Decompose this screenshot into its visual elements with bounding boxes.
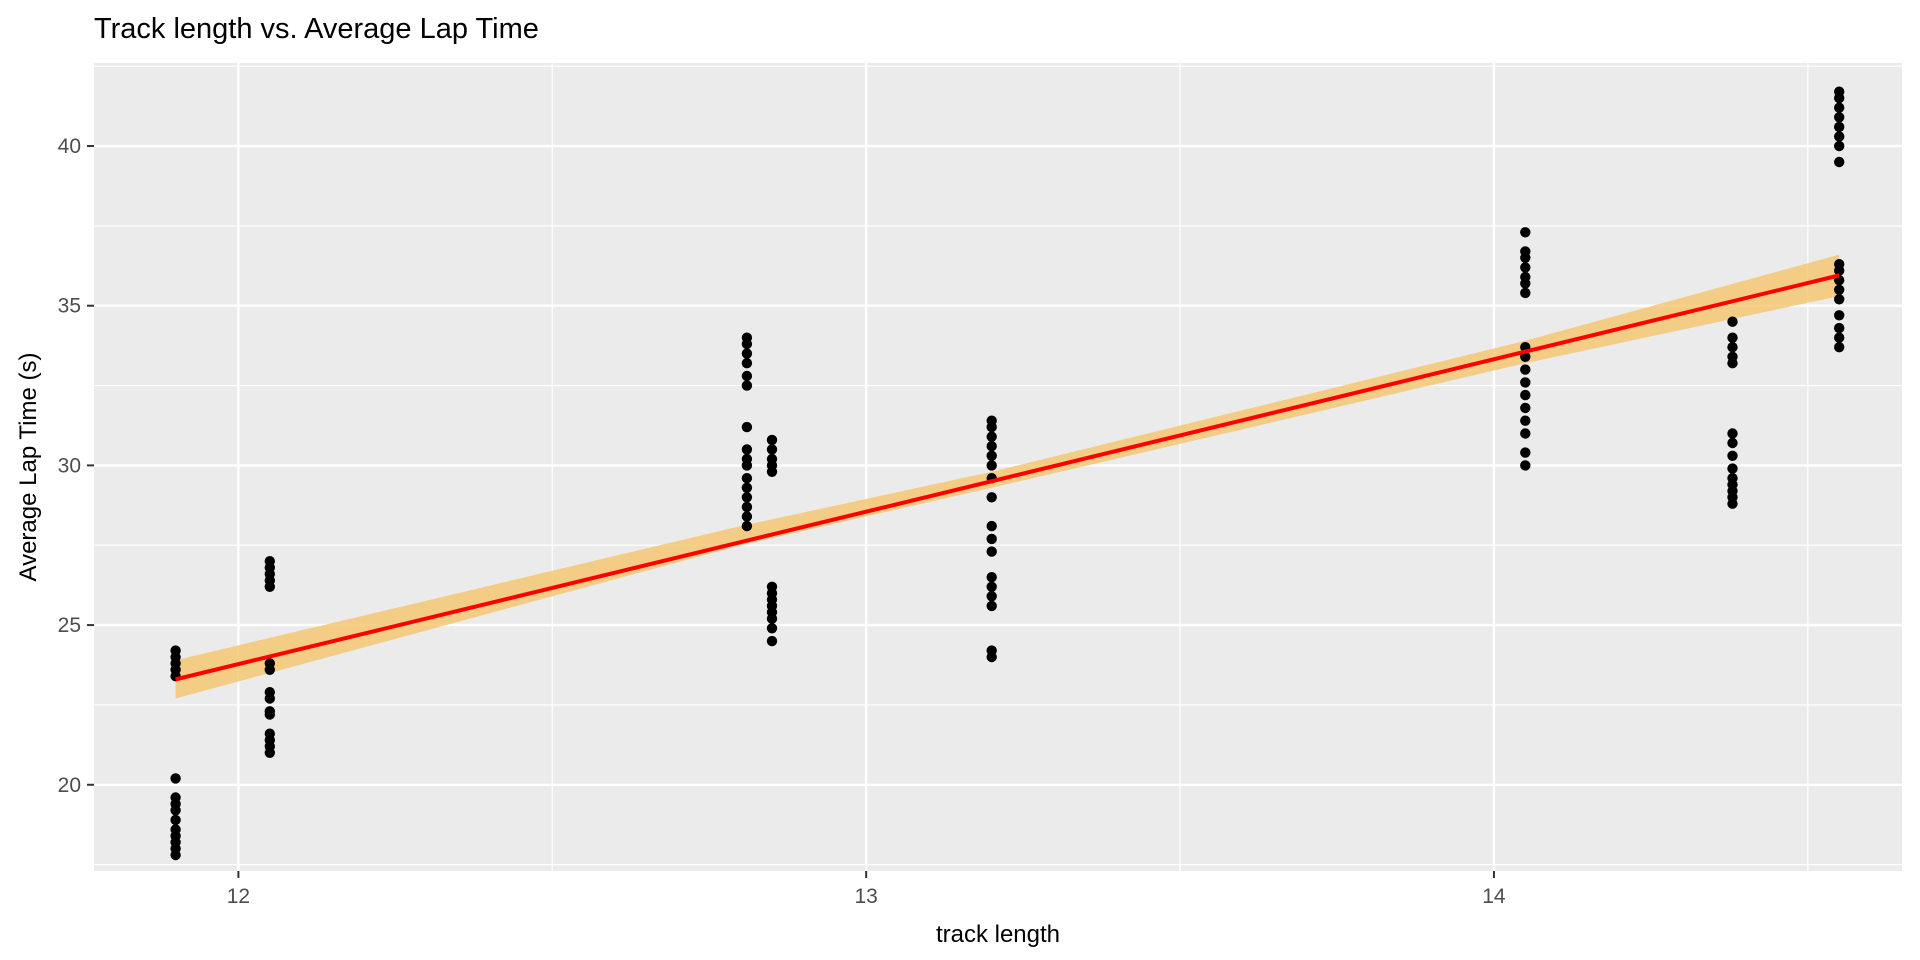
x-tick-label: 13 <box>854 885 877 908</box>
data-point <box>1834 121 1845 133</box>
data-point <box>986 572 997 583</box>
data-point <box>986 591 997 602</box>
data-point <box>986 460 997 471</box>
data-point <box>170 792 181 803</box>
data-point <box>1834 332 1845 343</box>
y-axis: 20 25 30 35 40 <box>58 135 94 797</box>
data-point <box>1834 310 1845 321</box>
data-point <box>741 453 753 465</box>
data-point <box>986 546 997 557</box>
data-point <box>741 332 753 343</box>
data-point <box>264 687 275 698</box>
data-point <box>741 348 753 359</box>
data-point <box>1834 259 1845 270</box>
data-point <box>1834 131 1845 142</box>
data-point <box>1727 316 1738 327</box>
data-point <box>1727 437 1738 449</box>
x-axis: 12 13 14 <box>227 871 1506 908</box>
data-point <box>1834 294 1845 305</box>
data-point <box>1834 112 1845 123</box>
data-point <box>1520 460 1531 471</box>
trend-line-path <box>175 273 1840 682</box>
data-point <box>741 358 753 369</box>
data-point <box>986 520 997 532</box>
y-axis-label: Average Lap Time (s) <box>15 353 42 582</box>
y-tick-label: 30 <box>58 454 81 477</box>
data-point <box>766 444 778 455</box>
data-point <box>741 473 753 484</box>
data-point <box>986 431 997 442</box>
y-tick-label: 25 <box>58 614 81 637</box>
data-points <box>170 86 1845 861</box>
data-point <box>1727 450 1738 461</box>
data-point <box>1520 428 1531 439</box>
data-point <box>1520 415 1531 426</box>
data-point <box>741 444 753 455</box>
data-point <box>170 814 181 826</box>
data-point <box>1727 342 1738 353</box>
data-point <box>741 501 753 513</box>
data-point <box>1520 271 1531 283</box>
data-point <box>986 645 997 656</box>
data-point <box>1727 351 1738 362</box>
data-point <box>1834 86 1845 97</box>
data-point <box>741 492 753 503</box>
data-point <box>1520 389 1531 401</box>
data-point <box>766 434 778 446</box>
data-point <box>1520 227 1531 238</box>
data-point <box>1520 377 1531 388</box>
data-point <box>1727 473 1738 484</box>
data-point <box>986 492 997 503</box>
data-point <box>1727 463 1738 474</box>
x-axis-label: track length <box>936 921 1060 948</box>
data-point <box>1520 447 1531 458</box>
data-point <box>766 635 778 647</box>
data-point <box>986 441 997 452</box>
data-point <box>766 623 778 634</box>
data-point <box>264 658 275 669</box>
data-point <box>170 824 181 835</box>
data-point <box>1834 322 1845 334</box>
data-point <box>1520 402 1531 414</box>
data-point <box>1520 287 1531 299</box>
data-point <box>1834 102 1845 113</box>
data-point <box>741 380 753 391</box>
data-point <box>1727 428 1738 439</box>
y-tick-label: 40 <box>58 135 81 158</box>
y-tick-label: 35 <box>58 295 81 318</box>
chart-title: Track length vs. Average Lap Time <box>94 13 539 45</box>
data-point <box>1834 140 1845 152</box>
data-point <box>170 645 181 656</box>
data-point <box>1727 332 1738 343</box>
data-point <box>264 706 275 717</box>
data-point <box>766 453 778 465</box>
data-point <box>264 728 275 739</box>
data-point <box>264 556 275 567</box>
data-point <box>1520 246 1531 257</box>
data-point <box>741 482 753 493</box>
data-point <box>1520 364 1531 375</box>
data-point <box>986 581 997 592</box>
data-point <box>170 773 181 784</box>
x-tick-label: 14 <box>1482 885 1506 908</box>
data-point <box>741 511 753 522</box>
data-point <box>986 600 997 612</box>
data-point <box>741 520 753 532</box>
data-point <box>986 450 997 461</box>
data-point <box>1520 262 1531 273</box>
data-point <box>1834 284 1845 295</box>
data-point <box>741 370 753 382</box>
data-point <box>986 533 997 545</box>
x-tick-label: 12 <box>227 885 250 908</box>
data-point <box>1834 342 1845 353</box>
y-tick-label: 20 <box>58 774 81 797</box>
data-point <box>1834 156 1845 168</box>
plot-panel <box>94 63 1902 871</box>
minor-gridlines <box>94 63 1902 871</box>
data-point <box>766 581 778 592</box>
data-point <box>986 415 997 426</box>
data-point <box>741 421 753 433</box>
trend-line <box>175 273 1840 682</box>
